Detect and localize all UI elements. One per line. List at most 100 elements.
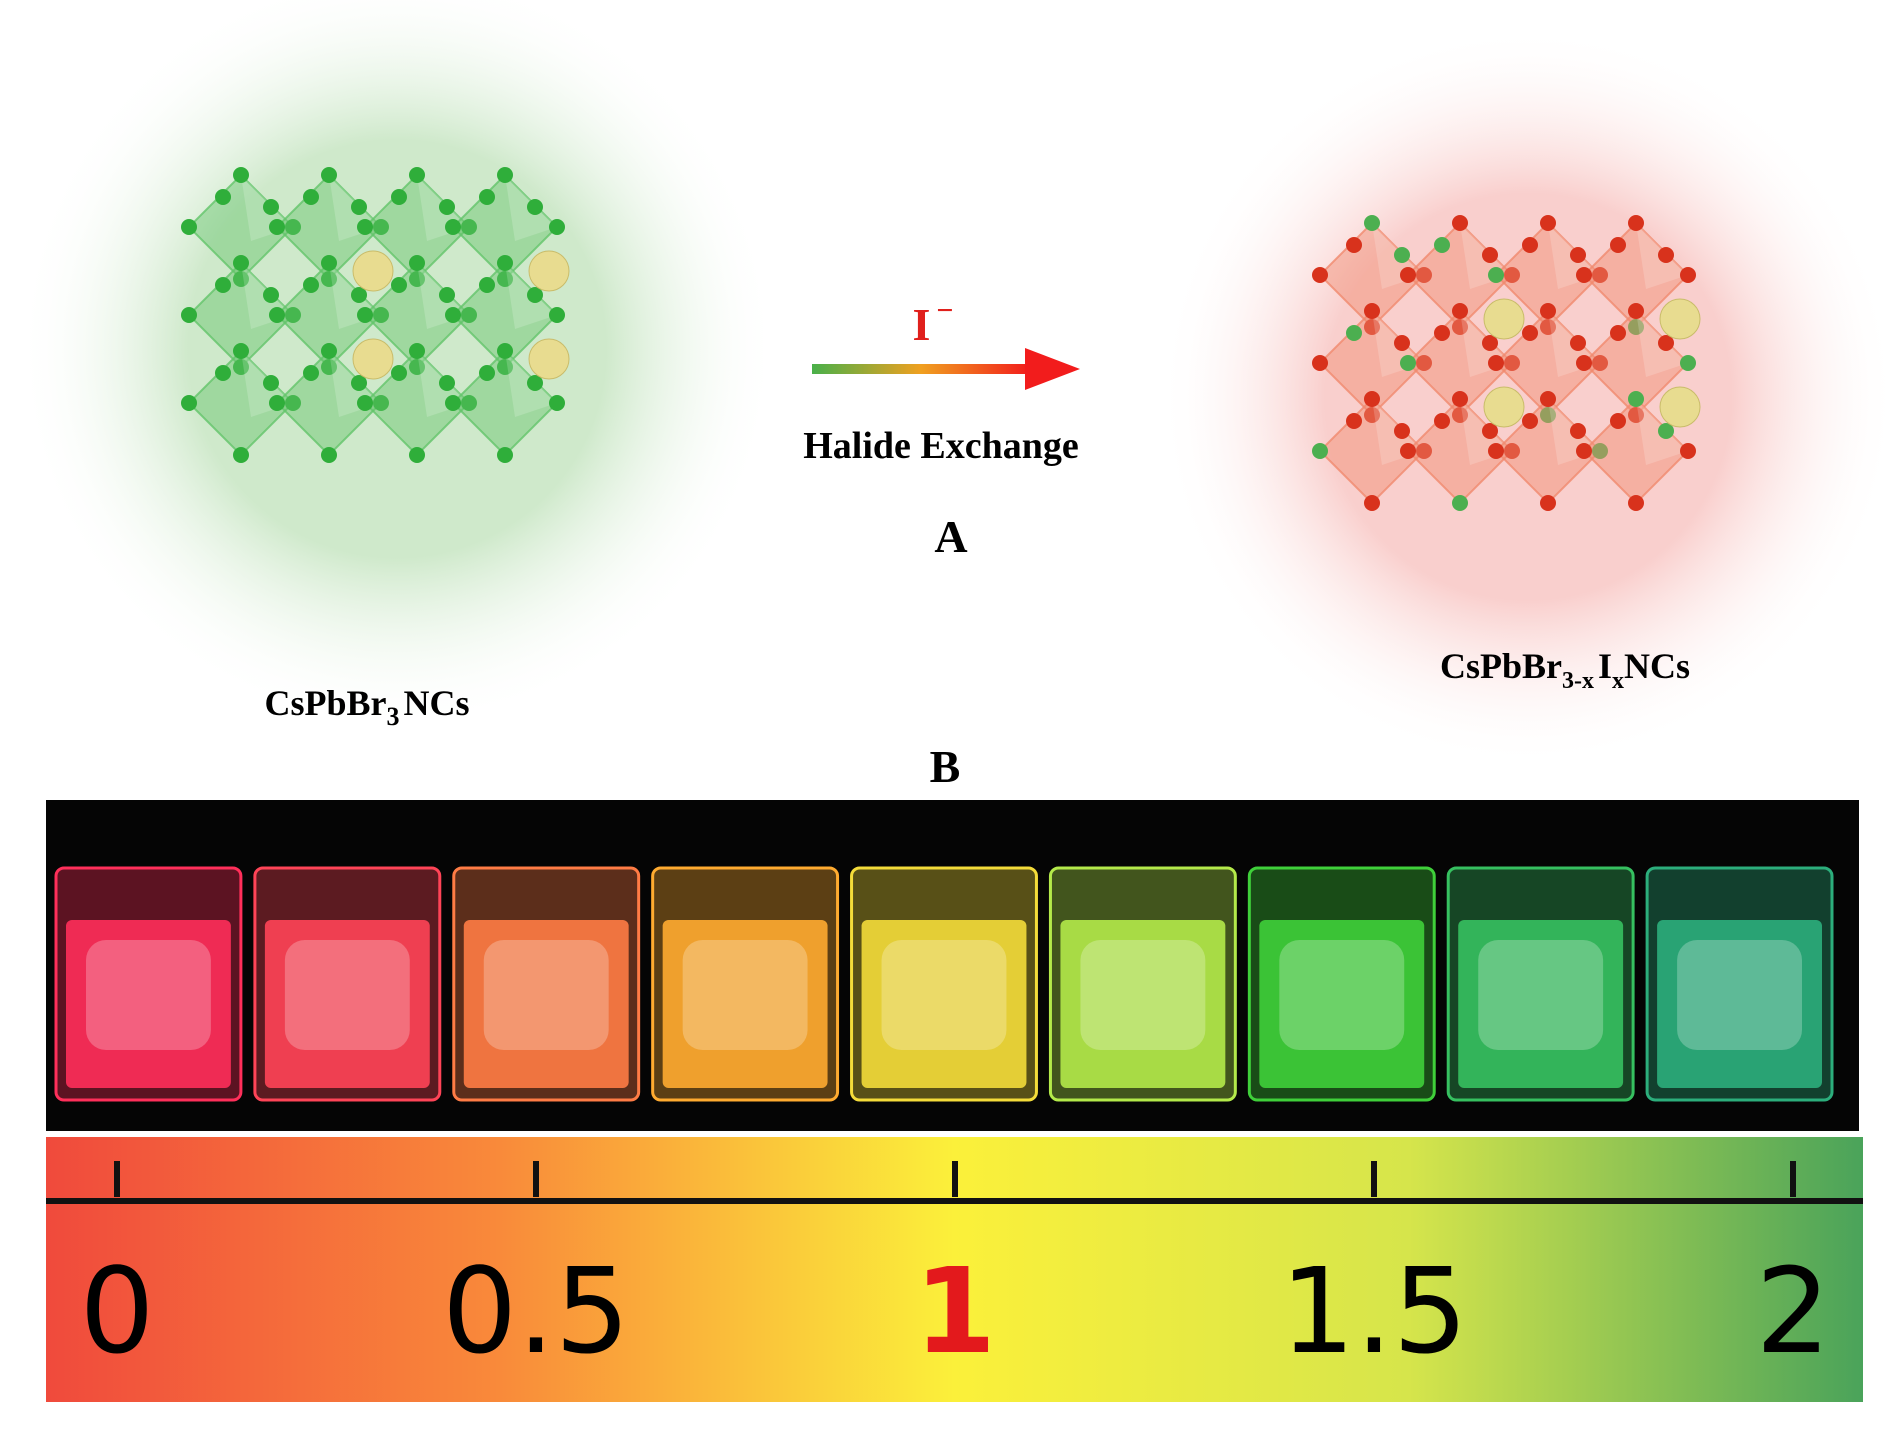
vial-glow (1279, 940, 1405, 1050)
atom (1610, 237, 1626, 253)
atom (461, 219, 477, 235)
cs-atom (528, 250, 570, 292)
atom (439, 375, 455, 391)
cs-atom (1659, 386, 1701, 428)
atom (497, 255, 513, 271)
tick-label: 0 (79, 1242, 154, 1380)
vial-glow (682, 940, 808, 1050)
atom (439, 287, 455, 303)
atom (233, 343, 249, 359)
atom (409, 359, 425, 375)
atom (1540, 391, 1556, 407)
atom (1452, 215, 1468, 231)
cs-atom (1483, 298, 1525, 340)
vial-liquid (264, 920, 430, 1088)
atom (1592, 267, 1608, 283)
atom (181, 219, 197, 235)
right-label: CsPbBr3-x IxNCs (1440, 646, 1690, 694)
atom (233, 255, 249, 271)
atom (497, 271, 513, 287)
atom (357, 307, 373, 323)
atom (1658, 423, 1674, 439)
atom (1628, 391, 1644, 407)
crystal-left (181, 167, 570, 463)
atom (409, 343, 425, 359)
atom (263, 375, 279, 391)
atom (1312, 267, 1328, 283)
atom (1628, 495, 1644, 511)
atom (1504, 355, 1520, 371)
atom (1628, 319, 1644, 335)
atom (1628, 303, 1644, 319)
atom (1540, 407, 1556, 423)
atom (497, 359, 513, 375)
atom (321, 255, 337, 271)
atom (1522, 325, 1538, 341)
atom (233, 271, 249, 287)
atom (285, 219, 301, 235)
atom (1482, 423, 1498, 439)
atom (439, 199, 455, 215)
atom (357, 219, 373, 235)
atom (1570, 247, 1586, 263)
vial-glow (284, 940, 410, 1050)
atom (1434, 237, 1450, 253)
atom (1364, 303, 1380, 319)
atom (1346, 237, 1362, 253)
atom (1400, 267, 1416, 283)
atom (1452, 391, 1468, 407)
atom (1312, 443, 1328, 459)
atom (285, 307, 301, 323)
atom (1522, 413, 1538, 429)
atom (1488, 355, 1504, 371)
atom (445, 219, 461, 235)
vial-glow (881, 940, 1007, 1050)
vials (54, 866, 1834, 1102)
atom (479, 365, 495, 381)
atom (391, 189, 407, 205)
cs-atom (352, 338, 394, 380)
atom (1482, 335, 1498, 351)
atom (409, 167, 425, 183)
atom (1628, 407, 1644, 423)
atom (1576, 443, 1592, 459)
atom (1488, 443, 1504, 459)
vial-liquid (1060, 920, 1226, 1088)
atom (1346, 413, 1362, 429)
arrow-caption: Halide Exchange (803, 425, 1079, 467)
atom (1400, 355, 1416, 371)
atom (269, 219, 285, 235)
atom (1394, 335, 1410, 351)
atom (409, 447, 425, 463)
atom (1680, 443, 1696, 459)
tick-label: 0.5 (442, 1242, 630, 1380)
atom (1394, 423, 1410, 439)
vial-glow (1677, 940, 1802, 1050)
arrow-shaft (812, 364, 1030, 374)
atom (391, 277, 407, 293)
atom (1570, 423, 1586, 439)
atom (215, 277, 231, 293)
atom (391, 365, 407, 381)
tick-label: 1 (914, 1242, 996, 1380)
atom (479, 277, 495, 293)
atom (527, 199, 543, 215)
vial-glow (1478, 940, 1604, 1050)
atom (1452, 495, 1468, 511)
atom (1312, 355, 1328, 371)
atom (1540, 495, 1556, 511)
atom (445, 395, 461, 411)
atom (269, 395, 285, 411)
atom (1522, 237, 1538, 253)
atom (1658, 335, 1674, 351)
atom (1540, 303, 1556, 319)
atom (549, 395, 565, 411)
tick-label: 2 (1755, 1242, 1830, 1380)
vial-liquid (1657, 920, 1822, 1088)
vial-liquid (463, 920, 629, 1088)
atom (1540, 215, 1556, 231)
atom (1540, 319, 1556, 335)
atom (1576, 267, 1592, 283)
atom (549, 219, 565, 235)
